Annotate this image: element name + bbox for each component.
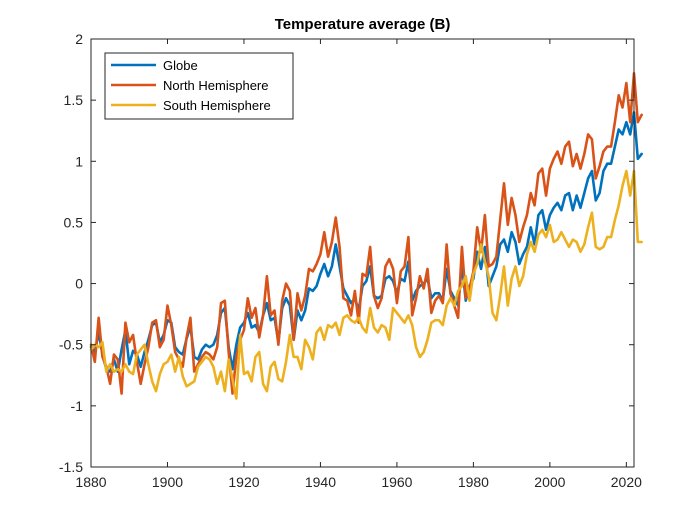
x-tick-label: 1980 bbox=[458, 474, 489, 490]
legend-items: Globe North Hemisphere South Hemisphere bbox=[111, 58, 271, 113]
x-tick-label: 1880 bbox=[75, 474, 106, 490]
legend: Globe North Hemisphere South Hemisphere bbox=[104, 52, 294, 120]
x-tick-label: 1900 bbox=[152, 474, 183, 490]
x-tick-label: 1920 bbox=[228, 474, 259, 490]
x-tick-label: 1960 bbox=[381, 474, 412, 490]
y-tick-label: -1.5 bbox=[59, 459, 83, 475]
y-tick-label: 1 bbox=[75, 153, 83, 169]
y-tick-label: 1.5 bbox=[64, 92, 84, 108]
chart-title: Temperature average (B) bbox=[275, 16, 451, 33]
y-tick-label: -0.5 bbox=[59, 337, 83, 353]
axes-box bbox=[90, 38, 635, 468]
legend-label-north-hemisphere: North Hemisphere bbox=[163, 78, 269, 93]
x-tick-label: 1940 bbox=[305, 474, 336, 490]
y-tick-label: 2 bbox=[75, 31, 83, 47]
y-tick-label: 0.5 bbox=[64, 214, 84, 230]
legend-label-south-hemisphere: South Hemisphere bbox=[163, 98, 271, 113]
series-line-south-hemisphere bbox=[89, 169, 643, 400]
x-tick-label: 2000 bbox=[534, 474, 565, 490]
ticks-layer: 1880 1900 1920 1940 1960 1980 2000 2020 -1.5 -1 -0… bbox=[59, 31, 642, 490]
y-tick-label: 0 bbox=[75, 276, 83, 292]
x-tick-label: 2020 bbox=[611, 474, 642, 490]
series-line-globe bbox=[89, 111, 643, 373]
series-layer bbox=[89, 71, 643, 400]
y-tick-label: -1 bbox=[71, 398, 84, 414]
legend-label-globe: Globe bbox=[163, 58, 198, 73]
series-line-north-hemisphere bbox=[89, 71, 643, 395]
